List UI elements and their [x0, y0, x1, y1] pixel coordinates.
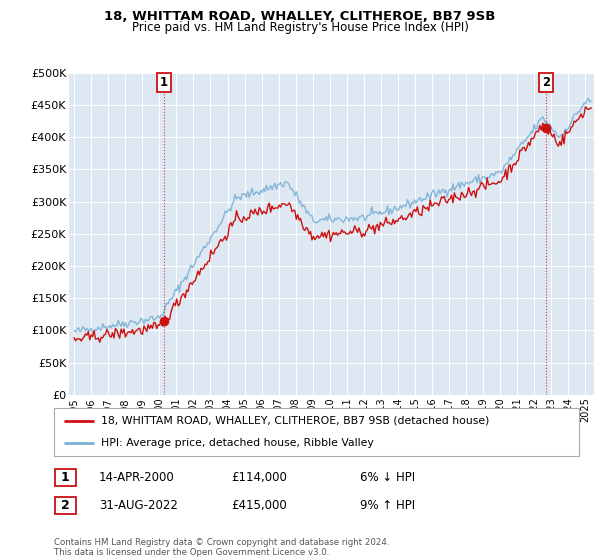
- Text: 9% ↑ HPI: 9% ↑ HPI: [360, 498, 415, 512]
- Text: £114,000: £114,000: [231, 470, 287, 484]
- Text: 31-AUG-2022: 31-AUG-2022: [99, 498, 178, 512]
- Text: 2: 2: [61, 498, 70, 512]
- Text: 1: 1: [160, 76, 168, 88]
- Text: Contains HM Land Registry data © Crown copyright and database right 2024.
This d: Contains HM Land Registry data © Crown c…: [54, 538, 389, 557]
- Text: Price paid vs. HM Land Registry's House Price Index (HPI): Price paid vs. HM Land Registry's House …: [131, 21, 469, 34]
- Text: 14-APR-2000: 14-APR-2000: [99, 470, 175, 484]
- Text: 2: 2: [542, 76, 550, 88]
- Text: 1: 1: [61, 470, 70, 484]
- Text: 18, WHITTAM ROAD, WHALLEY, CLITHEROE, BB7 9SB (detached house): 18, WHITTAM ROAD, WHALLEY, CLITHEROE, BB…: [101, 416, 490, 426]
- Text: 18, WHITTAM ROAD, WHALLEY, CLITHEROE, BB7 9SB: 18, WHITTAM ROAD, WHALLEY, CLITHEROE, BB…: [104, 10, 496, 22]
- Text: 6% ↓ HPI: 6% ↓ HPI: [360, 470, 415, 484]
- Text: £415,000: £415,000: [231, 498, 287, 512]
- FancyBboxPatch shape: [54, 408, 579, 456]
- Text: HPI: Average price, detached house, Ribble Valley: HPI: Average price, detached house, Ribb…: [101, 438, 374, 448]
